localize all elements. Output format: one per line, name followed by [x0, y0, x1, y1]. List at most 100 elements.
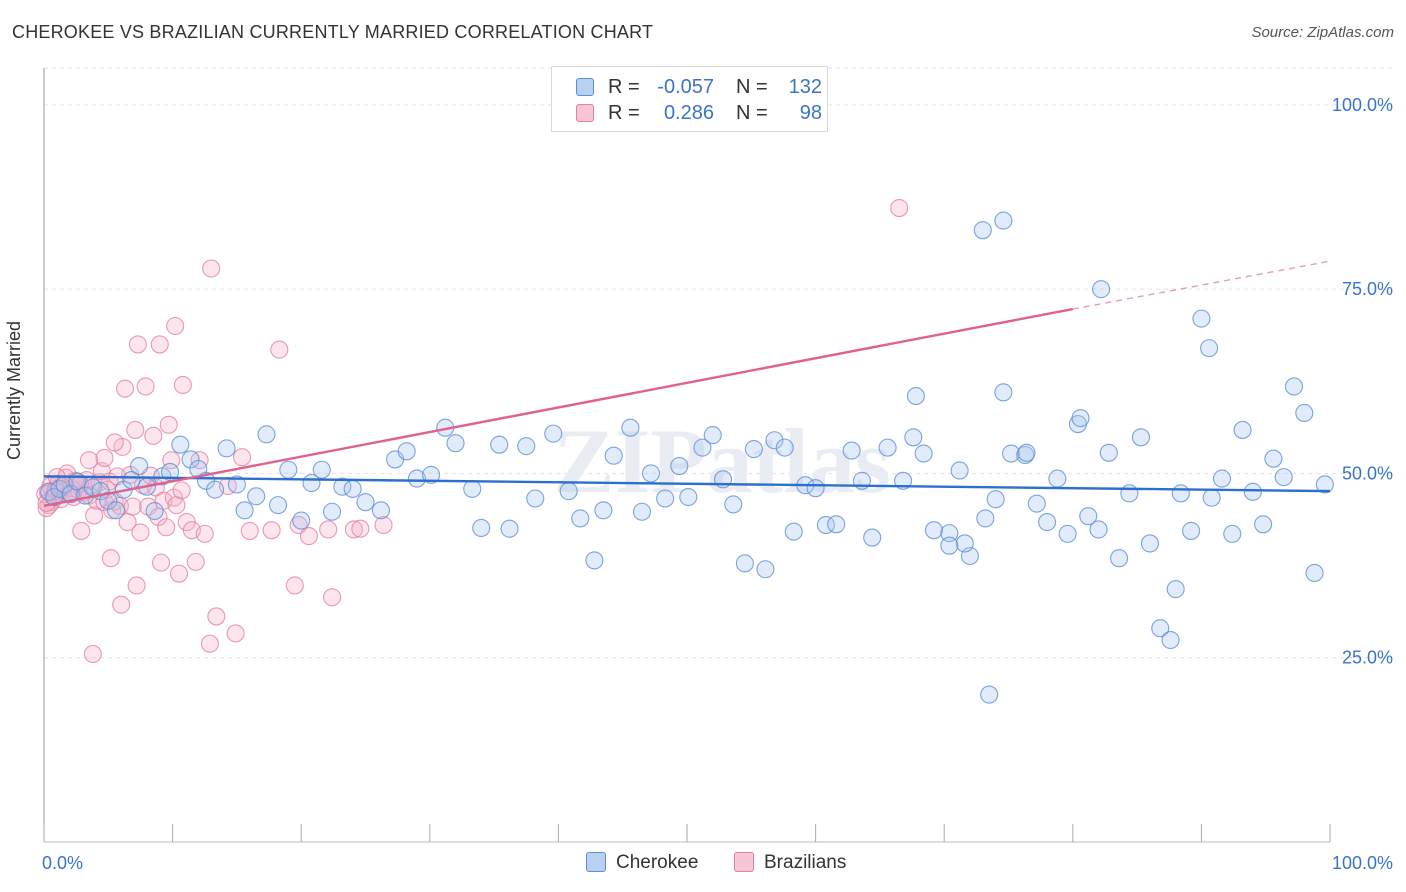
x-tick-label: 100.0%: [1332, 853, 1393, 873]
data-point: [765, 431, 784, 450]
data-point: [1192, 309, 1211, 328]
data-point: [144, 426, 163, 445]
data-point: [150, 335, 169, 354]
data-point: [585, 551, 604, 570]
data-point: [756, 560, 775, 579]
data-point: [79, 451, 99, 470]
data-point: [1140, 534, 1160, 553]
data-point: [735, 554, 754, 573]
legend-label-brazilians: Brazilians: [764, 852, 847, 873]
data-point: [226, 624, 245, 643]
data-point: [976, 509, 995, 528]
data-point: [890, 199, 909, 218]
data-point: [164, 488, 183, 507]
data-point: [106, 501, 126, 520]
data-point: [1027, 494, 1046, 513]
data-point: [323, 502, 342, 521]
data-point: [112, 595, 131, 614]
data-point: [1038, 513, 1057, 532]
cherokee-legend-swatch: [586, 852, 606, 872]
data-point: [269, 496, 288, 515]
data-point: [1131, 428, 1151, 447]
data-point: [160, 462, 180, 482]
data-point: [500, 519, 519, 538]
data-point: [1002, 444, 1021, 463]
data-point: [940, 536, 959, 555]
data-point: [842, 441, 861, 460]
data-point: [126, 420, 145, 439]
data-point: [940, 524, 959, 543]
data-point: [240, 521, 259, 540]
data-point: [202, 259, 221, 278]
y-tick-label: 75.0%: [1342, 279, 1393, 299]
data-point: [319, 520, 338, 539]
data-point: [157, 518, 176, 537]
data-point: [407, 469, 426, 488]
data-point: [1305, 563, 1324, 582]
data-point: [1079, 507, 1098, 526]
data-point: [105, 433, 124, 452]
data-point: [670, 457, 689, 476]
data-point: [1223, 524, 1242, 543]
data-point: [292, 511, 311, 530]
data-point: [656, 489, 675, 508]
data-point: [200, 634, 219, 653]
data-point: [544, 424, 563, 443]
data-point: [744, 440, 763, 459]
data-point: [1058, 524, 1077, 543]
data-point: [1182, 521, 1201, 540]
data-point: [1110, 549, 1129, 568]
data-point: [517, 437, 536, 456]
y-axis-label: Currently Married: [4, 320, 24, 460]
data-point: [127, 576, 146, 595]
data-point: [145, 501, 164, 521]
data-point: [806, 479, 825, 498]
n-label: N =: [736, 76, 768, 98]
data-point: [693, 438, 712, 457]
data-point: [1254, 515, 1273, 534]
data-point: [863, 528, 882, 547]
data-point: [312, 460, 331, 479]
data-point: [1284, 377, 1304, 396]
data-point: [351, 519, 370, 538]
data-point: [172, 481, 191, 500]
data-point: [559, 482, 578, 501]
data-point: [827, 515, 846, 534]
x-tick-label: 0.0%: [42, 853, 83, 873]
data-point: [526, 489, 545, 508]
data-point: [980, 685, 999, 704]
data-point: [169, 564, 189, 583]
axes: [43, 68, 1331, 843]
data-point: [816, 515, 835, 535]
data-point: [186, 552, 205, 571]
data-point: [1092, 280, 1111, 299]
data-point: [490, 435, 509, 454]
data-point: [1161, 630, 1180, 650]
data-point: [72, 521, 91, 540]
legend-row-cherokee: R = -0.057 N = 132: [576, 76, 822, 102]
trend-line-extension: [1072, 260, 1331, 310]
data-point: [641, 464, 661, 483]
data-point: [374, 515, 393, 535]
cherokee-points: [40, 211, 1334, 704]
data-point: [371, 501, 390, 520]
data-point: [115, 379, 135, 398]
brazilians-swatch: [576, 104, 594, 122]
r-value: -0.057: [657, 76, 714, 98]
data-point: [906, 386, 925, 406]
legend-item-cherokee[interactable]: Cherokee: [586, 852, 698, 874]
data-point: [235, 501, 254, 520]
data-point: [1151, 619, 1170, 638]
data-point: [703, 426, 722, 445]
data-point: [1295, 403, 1314, 423]
r-label: R =: [608, 102, 640, 124]
data-point: [159, 415, 178, 434]
legend-item-brazilians[interactable]: Brazilians: [734, 852, 846, 874]
data-point: [173, 375, 192, 395]
data-point: [950, 461, 969, 480]
chart-title: CHEROKEE VS BRAZILIAN CURRENTLY MARRIED …: [12, 22, 654, 42]
data-point: [1171, 484, 1190, 503]
data-point: [99, 491, 118, 510]
data-point: [136, 377, 155, 396]
